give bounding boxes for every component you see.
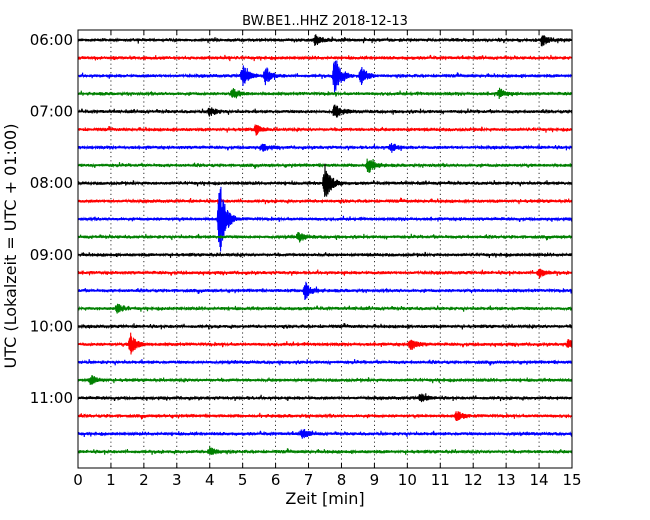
trace-line-1045 — [77, 375, 573, 385]
trace-line-0915 — [77, 268, 573, 279]
x-tick-label: 9 — [370, 471, 380, 489]
x-tick-label: 15 — [562, 471, 581, 489]
x-tick-label: 10 — [398, 471, 417, 489]
trace-line-1145 — [77, 446, 573, 455]
y-tick-label: 08:00 — [30, 174, 73, 192]
trace-line-0700 — [77, 104, 573, 118]
trace-line-0815 — [77, 197, 573, 205]
x-tick-label: 14 — [530, 471, 549, 489]
x-tick-label: 0 — [73, 471, 83, 489]
x-tick-label: 2 — [139, 471, 149, 489]
trace-line-0945 — [77, 303, 573, 314]
trace-line-1030 — [77, 359, 573, 366]
x-tick-label: 1 — [106, 471, 116, 489]
trace-line-1115 — [77, 411, 573, 421]
trace-line-0600 — [77, 34, 573, 47]
x-tick-label: 4 — [205, 471, 215, 489]
x-tick-label: 12 — [464, 471, 483, 489]
chart-title: BW.BE1..HHZ 2018-12-13 — [242, 14, 408, 29]
x-tick-label: 6 — [271, 471, 281, 489]
x-axis-label: Zeit [min] — [285, 489, 364, 508]
x-tick-label: 3 — [172, 471, 182, 489]
trace-line-1100 — [77, 393, 573, 403]
trace-line-0645 — [77, 87, 573, 99]
trace-line-1000 — [77, 322, 573, 330]
trace-line-1015 — [77, 332, 573, 355]
trace-line-0930 — [77, 281, 573, 301]
trace-line-0630 — [77, 60, 573, 93]
plot-frame — [77, 29, 573, 469]
trace-line-0900 — [77, 251, 573, 258]
y-tick-label: 10:00 — [30, 317, 73, 335]
trace-layer — [77, 34, 573, 455]
axes-layer: 0 1 2 3 4 5 6 7 8 9 10 11 12 13 14 1506:0007:0008:0009:… — [30, 29, 582, 489]
trace-line-0800 — [77, 163, 573, 197]
trace-line-0845 — [77, 231, 573, 243]
trace-line-0830 — [77, 186, 573, 252]
x-tick-label: 7 — [304, 471, 314, 489]
trace-line-0730 — [77, 142, 573, 153]
y-tick-label: 06:00 — [30, 31, 73, 49]
x-tick-label: 11 — [431, 471, 450, 489]
y-tick-label: 07:00 — [30, 103, 73, 121]
y-tick-label: 09:00 — [30, 246, 73, 264]
y-tick-label: 11:00 — [30, 389, 73, 407]
trace-line-0715 — [77, 124, 573, 136]
trace-line-1130 — [77, 428, 573, 439]
x-tick-label: 5 — [238, 471, 248, 489]
trace-line-0615 — [77, 54, 573, 62]
grid-layer — [110, 30, 540, 468]
y-axis-label: UTC (Lokalzeit = UTC + 01:00) — [1, 124, 20, 369]
x-tick-label: 8 — [337, 471, 347, 489]
x-tick-label: 13 — [497, 471, 516, 489]
